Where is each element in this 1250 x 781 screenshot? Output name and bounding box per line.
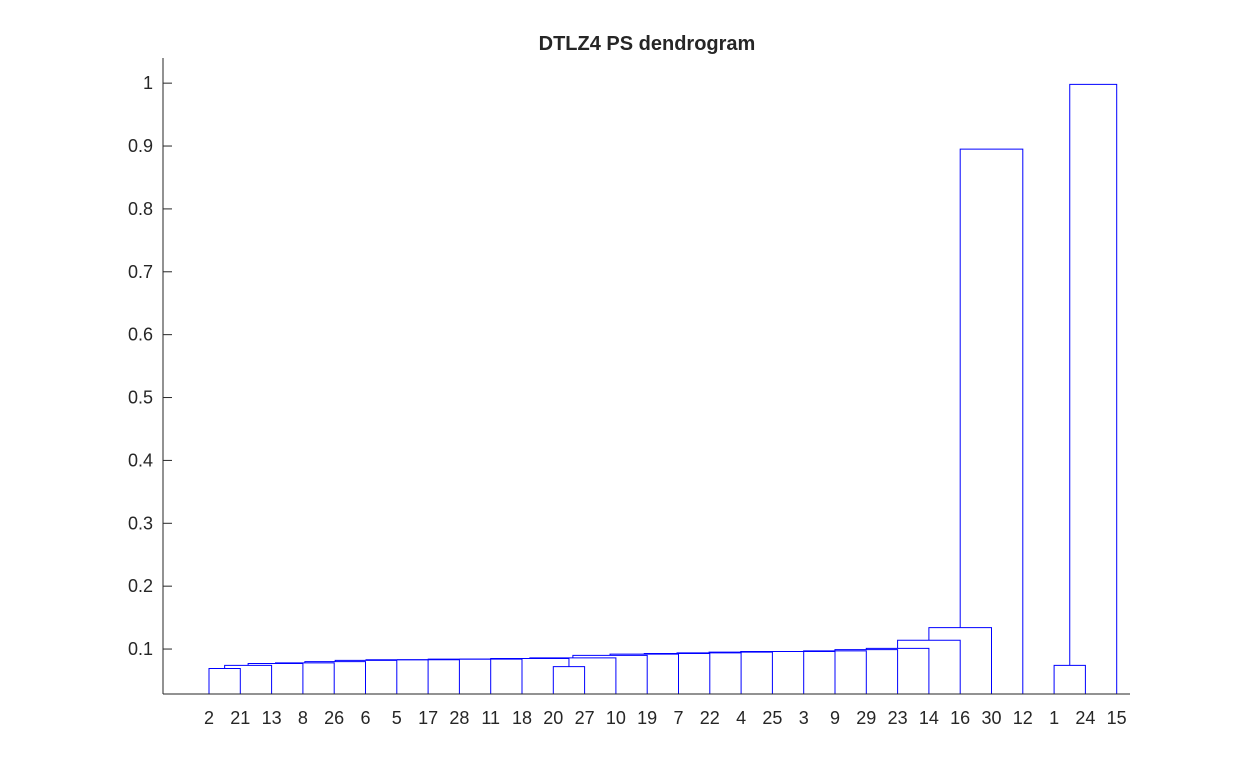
dendrogram-link: [247, 663, 304, 694]
dendrogram-link: [772, 651, 836, 694]
y-tick-label: 0.3: [128, 513, 153, 533]
y-tick-label: 1: [143, 73, 153, 93]
dendrogram-link: [397, 659, 460, 694]
leaf-label: 16: [950, 708, 970, 728]
leaf-label: 21: [230, 708, 250, 728]
leaf-label: 4: [736, 708, 746, 728]
leaf-label: 19: [637, 708, 657, 728]
leaf-label: 11: [481, 708, 500, 728]
dendrogram-link: [552, 666, 586, 694]
dendrogram-link: [208, 668, 241, 694]
y-tick-label: 0.5: [128, 388, 153, 408]
dendrogram-link: [609, 653, 679, 694]
leaf-label: 27: [575, 708, 595, 728]
leaf-label: 28: [449, 708, 469, 728]
dendrogram-link: [1069, 83, 1118, 694]
leaf-label: 15: [1107, 708, 1127, 728]
dendrogram-link: [676, 652, 742, 694]
y-axis-ticks: 0.1 0.2 0.3 0.4 0.5 0.6 0.7 0.8 0.9 1: [128, 73, 172, 659]
chart-title: DTLZ4 PS dendrogram: [539, 33, 756, 55]
dendrogram-link: [304, 661, 366, 694]
y-tick-label: 0.7: [128, 262, 153, 282]
leaf-label: 17: [418, 708, 438, 728]
y-tick-label: 0.4: [128, 450, 153, 470]
dendrogram-links: [208, 83, 1118, 694]
leaf-label: 26: [324, 708, 344, 728]
y-tick-label: 0.8: [128, 199, 153, 219]
leaf-label: 24: [1075, 708, 1095, 728]
leaf-label: 22: [700, 708, 720, 728]
dendrogram-link: [572, 654, 648, 694]
leaf-label: 2: [204, 708, 214, 728]
y-tick-label: 0.2: [128, 576, 153, 596]
dendrogram-link: [224, 664, 273, 694]
dendrogram-link: [275, 662, 335, 694]
dendrogram-link: [529, 657, 617, 694]
leaf-label: 8: [298, 708, 308, 728]
x-axis-ticks: 2 21 13 8 26 6 5 17 28 11 18 20 27 10 19 7 22 4 25 3 9 29 23 14…: [204, 708, 1127, 728]
leaf-label: 14: [919, 708, 939, 728]
leaf-label: 13: [262, 708, 282, 728]
leaf-label: 30: [981, 708, 1001, 728]
y-tick-label: 0.1: [128, 639, 153, 659]
leaf-label: 18: [512, 708, 532, 728]
leaf-label: 29: [856, 708, 876, 728]
leaf-label: 3: [799, 708, 809, 728]
leaf-label: 7: [673, 708, 683, 728]
dendrogram-link: [490, 657, 570, 667]
y-tick-label: 0.6: [128, 325, 153, 345]
y-tick-label: 0.9: [128, 136, 153, 156]
leaf-label: 25: [762, 708, 782, 728]
dendrogram-link: [643, 652, 711, 694]
dendrogram-link: [959, 148, 1024, 694]
dendrogram-link: [1053, 664, 1086, 694]
leaf-label: 5: [392, 708, 402, 728]
leaf-label: 6: [360, 708, 370, 728]
leaf-label: 1: [1049, 708, 1059, 728]
leaf-label: 23: [888, 708, 908, 728]
leaf-label: 9: [830, 708, 840, 728]
leaf-label: 20: [543, 708, 563, 728]
leaf-label: 12: [1013, 708, 1033, 728]
dendrogram-link: [459, 658, 523, 694]
leaf-label: 10: [606, 708, 626, 728]
